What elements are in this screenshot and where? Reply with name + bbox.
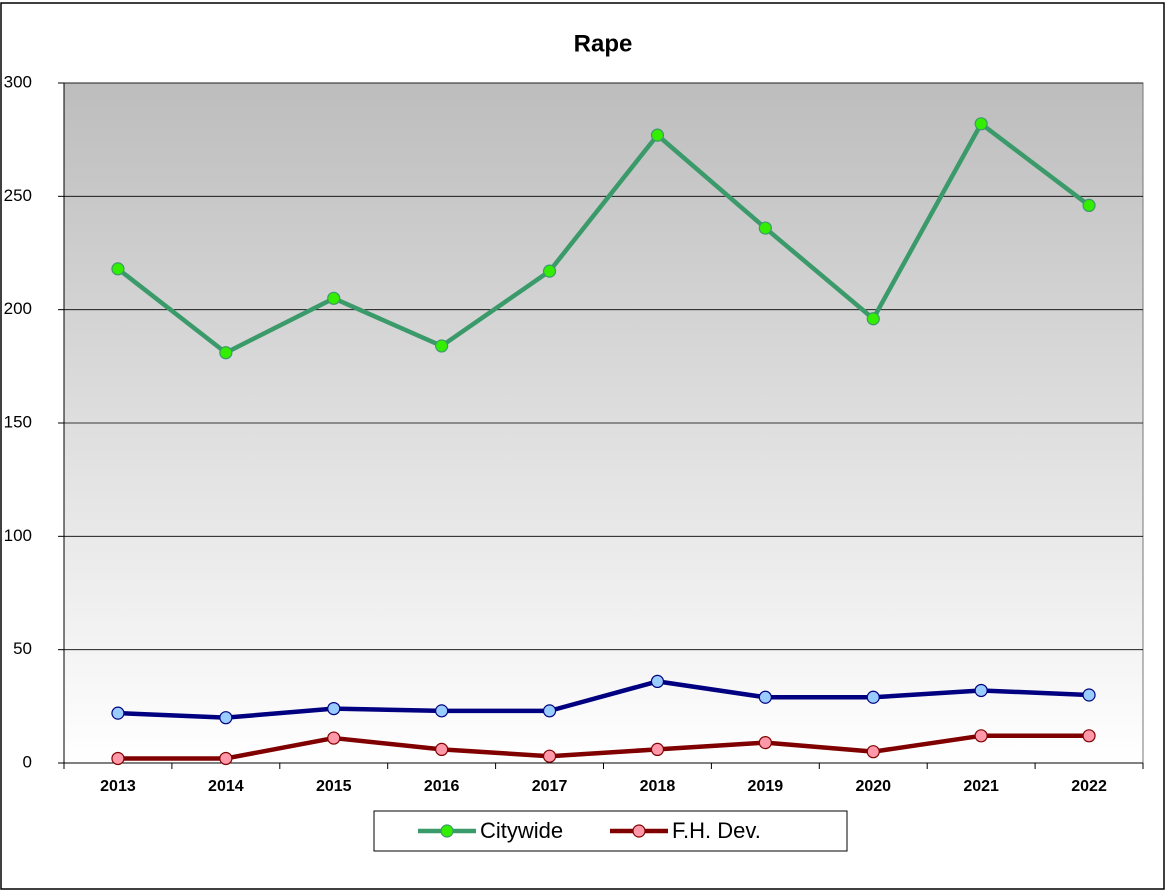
point [758, 221, 772, 235]
point [327, 701, 341, 716]
legend-label: Citywide [480, 818, 563, 843]
point [758, 690, 772, 704]
x-tick-label: 2022 [1071, 778, 1107, 795]
point [758, 735, 772, 750]
point [1082, 198, 1096, 212]
series-line [116, 121, 1091, 355]
point [219, 346, 233, 360]
series-line [117, 733, 1090, 761]
point [1082, 729, 1096, 743]
chart-title: Rape [574, 30, 633, 57]
point [435, 339, 449, 353]
x-tick-label: 2016 [424, 778, 460, 795]
point [866, 690, 880, 704]
point [435, 704, 449, 718]
point [974, 729, 988, 743]
x-tick-label: 2019 [748, 778, 784, 795]
point [219, 751, 233, 766]
point [650, 742, 665, 757]
y-tick-label: 200 [4, 299, 32, 318]
point [111, 751, 125, 766]
point [974, 117, 988, 131]
point [111, 706, 125, 720]
y-tick-label: 100 [4, 526, 32, 545]
point [1082, 688, 1096, 702]
y-tick-label: 250 [4, 186, 32, 205]
point [219, 711, 233, 725]
x-tick-label: 2021 [963, 778, 999, 795]
point [650, 674, 665, 689]
point [435, 742, 449, 757]
x-tick-label: 2018 [640, 778, 676, 795]
point [542, 749, 557, 763]
point [111, 262, 125, 276]
point [542, 704, 557, 718]
x-tick-label: 2017 [532, 778, 568, 795]
legend-marker [440, 824, 454, 838]
point [542, 264, 557, 278]
x-tick-label: 2015 [316, 778, 352, 795]
point [866, 745, 880, 759]
x-tick-label: 2014 [208, 778, 244, 795]
legend-marker [632, 824, 646, 838]
y-tick-label: 50 [13, 639, 32, 658]
series-line [117, 679, 1090, 720]
point [974, 683, 988, 698]
y-tick-label: 150 [4, 412, 32, 431]
point [327, 731, 341, 745]
point [866, 312, 880, 326]
point [327, 291, 341, 305]
x-tick-label: 2020 [855, 778, 891, 795]
x-tick-label: 2013 [100, 778, 136, 795]
y-tick-label: 300 [4, 72, 32, 91]
point [650, 128, 665, 142]
y-tick-label: 0 [23, 752, 32, 771]
legend-label: F.H. Dev. [672, 818, 761, 843]
